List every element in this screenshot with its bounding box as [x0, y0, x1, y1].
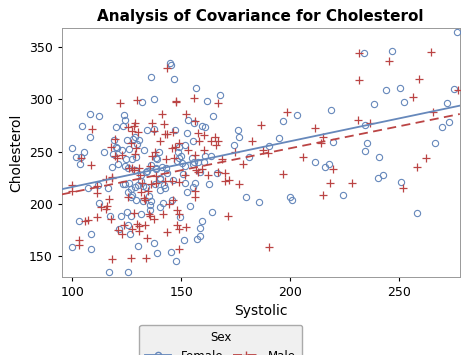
Title: Analysis of Covariance for Cholesterol: Analysis of Covariance for Cholesterol: [98, 10, 424, 24]
Y-axis label: Cholesterol: Cholesterol: [9, 114, 23, 192]
X-axis label: Systolic: Systolic: [234, 305, 287, 318]
Legend: Female, Male: Female, Male: [139, 325, 302, 355]
